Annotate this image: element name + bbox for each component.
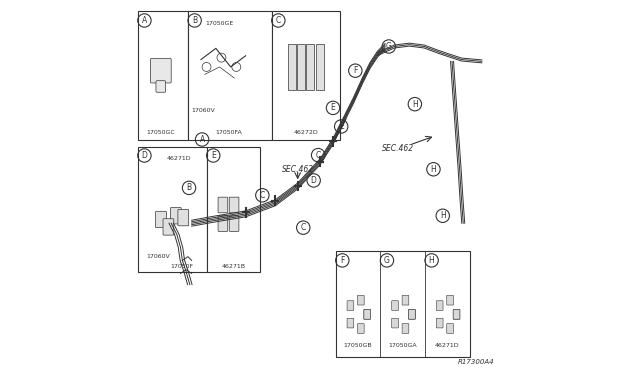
FancyBboxPatch shape (408, 310, 415, 319)
FancyBboxPatch shape (408, 310, 415, 319)
Text: 17060V: 17060V (147, 254, 170, 259)
FancyBboxPatch shape (306, 44, 314, 90)
FancyBboxPatch shape (447, 295, 454, 305)
FancyBboxPatch shape (402, 324, 409, 333)
Text: A: A (142, 16, 147, 25)
Text: 17060V: 17060V (191, 109, 214, 113)
FancyBboxPatch shape (453, 310, 460, 319)
FancyBboxPatch shape (347, 301, 354, 310)
Text: 17050GB: 17050GB (344, 343, 372, 348)
Text: R17300A4: R17300A4 (458, 359, 495, 365)
FancyBboxPatch shape (218, 216, 228, 231)
FancyBboxPatch shape (447, 324, 454, 333)
FancyBboxPatch shape (188, 11, 271, 140)
Text: B: B (186, 183, 191, 192)
FancyBboxPatch shape (392, 301, 399, 310)
FancyBboxPatch shape (316, 44, 324, 90)
FancyBboxPatch shape (229, 216, 239, 231)
Text: 46271D: 46271D (435, 343, 460, 348)
Text: H: H (429, 256, 435, 265)
Text: C: C (301, 223, 306, 232)
FancyBboxPatch shape (347, 318, 354, 328)
Text: G: G (386, 42, 392, 51)
FancyBboxPatch shape (207, 147, 260, 272)
Text: 17050F: 17050F (171, 264, 194, 269)
FancyBboxPatch shape (229, 197, 239, 213)
FancyBboxPatch shape (138, 147, 207, 272)
FancyBboxPatch shape (436, 301, 443, 310)
Text: E: E (211, 151, 216, 160)
Text: E: E (339, 122, 344, 131)
Text: 46272D: 46272D (294, 130, 319, 135)
FancyBboxPatch shape (287, 44, 296, 90)
FancyBboxPatch shape (218, 197, 228, 213)
Text: 46271D: 46271D (166, 155, 191, 161)
Text: 46271B: 46271B (221, 264, 245, 269)
Text: 17050GA: 17050GA (388, 343, 417, 348)
FancyBboxPatch shape (392, 318, 399, 328)
Text: D: D (311, 176, 317, 185)
FancyBboxPatch shape (335, 251, 470, 357)
FancyBboxPatch shape (402, 295, 409, 305)
Text: 17050FA: 17050FA (216, 130, 242, 135)
Text: 17050GC: 17050GC (147, 130, 175, 135)
Text: C: C (276, 16, 281, 25)
Text: SEC.462: SEC.462 (382, 144, 414, 153)
Text: D: D (141, 151, 147, 160)
FancyBboxPatch shape (436, 318, 443, 328)
Text: B: B (192, 16, 197, 25)
FancyBboxPatch shape (138, 11, 188, 140)
FancyBboxPatch shape (178, 209, 189, 226)
Text: F: F (340, 256, 344, 265)
FancyBboxPatch shape (364, 310, 371, 319)
FancyBboxPatch shape (358, 295, 364, 305)
Text: 17050GE: 17050GE (205, 20, 234, 26)
FancyBboxPatch shape (358, 324, 364, 333)
Text: H: H (431, 165, 436, 174)
Text: A: A (200, 135, 205, 144)
FancyBboxPatch shape (453, 310, 460, 319)
Text: H: H (412, 100, 418, 109)
FancyBboxPatch shape (170, 208, 181, 224)
Text: C: C (316, 151, 321, 160)
FancyBboxPatch shape (156, 211, 166, 228)
Text: F: F (353, 66, 358, 75)
Text: H: H (440, 211, 445, 220)
FancyBboxPatch shape (156, 81, 166, 92)
Text: G: G (384, 256, 390, 265)
Text: SEC.462: SEC.462 (282, 165, 314, 174)
FancyBboxPatch shape (297, 44, 305, 90)
FancyBboxPatch shape (271, 11, 340, 140)
Text: C: C (260, 191, 265, 200)
Text: E: E (331, 103, 335, 112)
FancyBboxPatch shape (364, 310, 371, 319)
FancyBboxPatch shape (163, 219, 174, 235)
FancyBboxPatch shape (150, 58, 172, 83)
